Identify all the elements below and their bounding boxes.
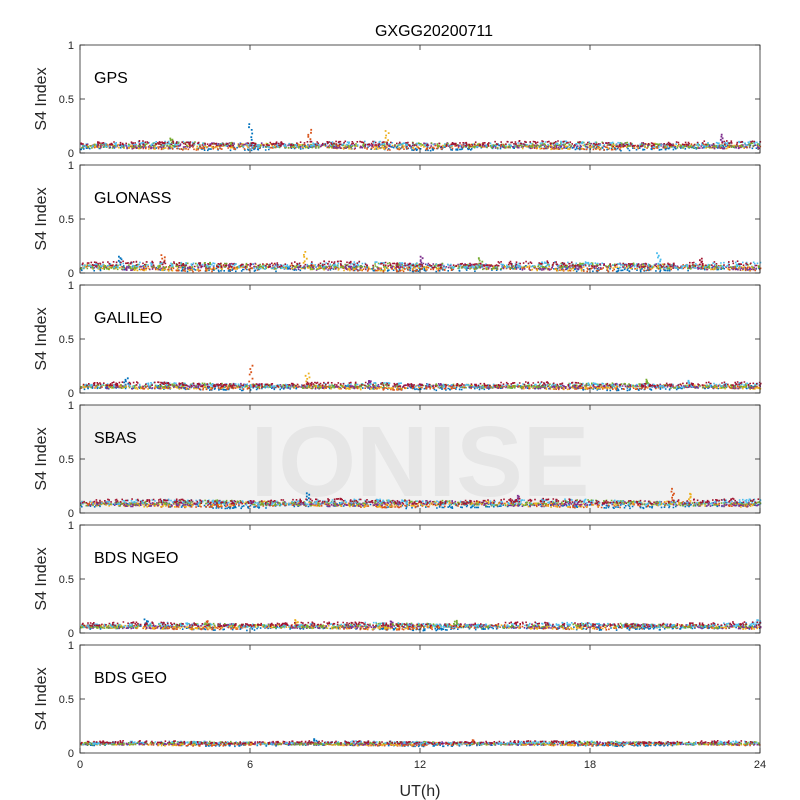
panel-glonass: 0 0.5 1 GLONASS S4 Index	[33, 160, 762, 280]
y-tick-label: 0.5	[59, 694, 74, 706]
panel-background	[80, 285, 760, 393]
y-tick-label: 0	[68, 268, 74, 280]
series-points-7	[82, 497, 760, 506]
panel-background	[80, 525, 760, 633]
y-tick-label: 0.5	[59, 334, 74, 346]
panel-background	[80, 45, 760, 153]
panel-bds-ngeo: 0 0.5 1 BDS NGEO S4 Index	[33, 520, 762, 640]
panel-label: BDS GEO	[94, 670, 167, 687]
panel-label: BDS NGEO	[94, 550, 178, 567]
y-tick-label: 1	[68, 400, 74, 412]
panel-gps: 0 0.5 1 GPS S4 Index	[33, 40, 762, 160]
series-points-7	[81, 621, 762, 628]
series-points-7	[80, 140, 762, 148]
y-axis-label: S4 Index	[33, 427, 50, 490]
panel-background	[80, 165, 760, 273]
watermark-band	[80, 405, 760, 513]
y-tick-label: 0.5	[59, 454, 74, 466]
series-points-4	[80, 133, 761, 150]
panel-bds-geo: 0 0.5 1 0 6 12 18 24 BDS GEO S4 Index	[33, 640, 766, 771]
panel-label: GPS	[94, 70, 128, 87]
y-tick-label: 1	[68, 40, 74, 52]
y-axis-label: S4 Index	[33, 67, 50, 130]
panel-label: GALILEO	[94, 310, 162, 327]
series-points-6	[81, 252, 762, 270]
y-tick-label: 1	[68, 520, 74, 532]
x-tick-label: 24	[754, 759, 766, 771]
series-points-3	[82, 251, 756, 272]
series-points-7	[82, 381, 762, 388]
x-axis-label: UT(h)	[400, 783, 441, 800]
panel-label: GLONASS	[94, 190, 171, 207]
x-tick-label: 6	[247, 759, 253, 771]
figure-title: GXGG20200711	[375, 23, 493, 40]
x-tick-label: 0	[77, 759, 83, 771]
series-points-2	[80, 620, 762, 631]
y-axis-label: S4 Index	[33, 667, 50, 730]
panel-label: SBAS	[94, 430, 137, 447]
y-tick-label: 1	[68, 160, 74, 172]
series-points-7	[80, 740, 754, 745]
x-tick-label: 18	[584, 759, 596, 771]
panel-background	[80, 645, 760, 753]
series-points-2	[80, 364, 761, 391]
x-tick-label: 12	[414, 759, 426, 771]
series-points-5	[81, 137, 759, 149]
series-points-3	[83, 130, 760, 151]
y-tick-label: 0.5	[59, 214, 74, 226]
y-axis-label: S4 Index	[33, 187, 50, 250]
y-tick-label: 1	[68, 280, 74, 292]
series-points-1	[80, 492, 762, 510]
y-tick-label: 0.5	[59, 574, 74, 586]
panel-galileo: 0 0.5 1 GALILEO S4 Index	[33, 280, 762, 400]
series-points-6	[84, 379, 759, 389]
panels: 0 0.5 1 GPS S4 Index 0 0.5 1 GLONASS S4 Index 0 0.5…	[33, 40, 766, 771]
y-tick-label: 0	[68, 388, 74, 400]
y-tick-label: 0	[68, 508, 74, 520]
series-points-3	[82, 372, 762, 391]
y-tick-label: 0	[68, 628, 74, 640]
y-tick-label: 1	[68, 640, 74, 652]
y-axis-label: S4 Index	[33, 307, 50, 370]
y-axis-label: S4 Index	[33, 547, 50, 610]
y-tick-label: 0	[68, 748, 74, 760]
series-points-2	[85, 254, 762, 273]
y-tick-label: 0.5	[59, 94, 74, 106]
y-tick-label: 0	[68, 148, 74, 160]
